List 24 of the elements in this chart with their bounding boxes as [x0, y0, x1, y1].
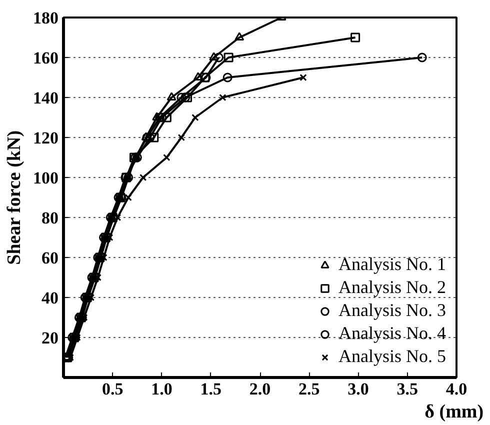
- y-tick-label: 20: [42, 328, 58, 348]
- legend-label: Analysis No. 2: [338, 277, 446, 298]
- text: 1.0: [151, 380, 172, 398]
- text: 4.0: [446, 380, 468, 398]
- x-tick-label: 2.5: [298, 380, 320, 398]
- legend-label: Analysis No. 5: [338, 346, 446, 367]
- y-tick-label: 40: [42, 288, 58, 308]
- text: 2.0: [249, 380, 271, 398]
- y-tick-label: 180: [33, 8, 58, 28]
- legend-label: Analysis No. 1: [338, 254, 446, 275]
- x-tick-label: 3.5: [396, 380, 418, 398]
- y-tick-label: 120: [33, 128, 58, 148]
- y-tick-label: 60: [42, 248, 58, 268]
- x-tick-label: 0.5: [102, 380, 124, 398]
- y-tick-label: 140: [33, 88, 58, 108]
- y-axis-title: Shear force (kN): [4, 130, 25, 265]
- legend-label: Analysis No. 3: [338, 300, 446, 321]
- legend-label: Analysis No. 4: [338, 323, 446, 344]
- y-tick-label: 80: [42, 208, 58, 228]
- y-tick-label: 160: [33, 48, 58, 68]
- text: 3.0: [348, 380, 369, 398]
- x-tick-label: 1.5: [200, 380, 222, 398]
- y-tick-label: 100: [33, 168, 58, 188]
- x-axis-title: δ (mm): [424, 402, 484, 422]
